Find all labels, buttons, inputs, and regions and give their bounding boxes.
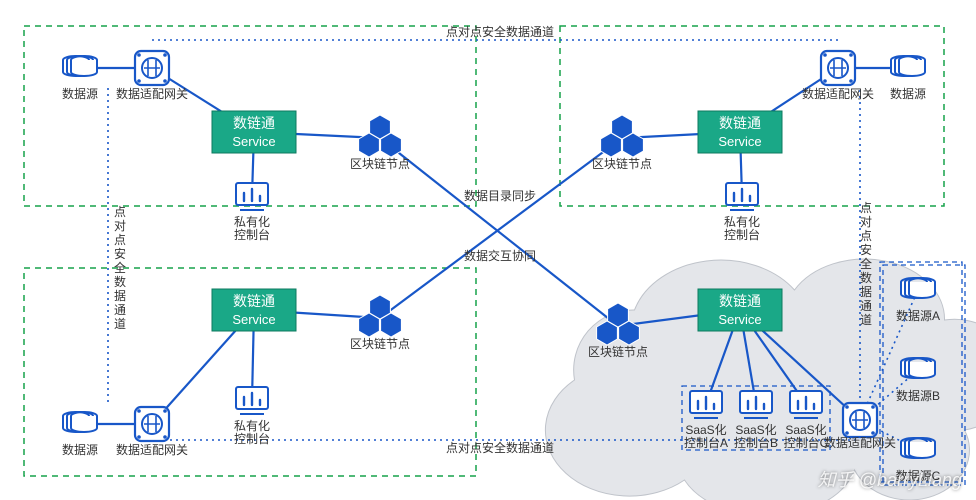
- node-label: 控制台: [724, 227, 760, 242]
- annotation: 道: [860, 313, 872, 327]
- node-label: 数据源: [890, 86, 926, 101]
- node-label: 控制台: [234, 431, 270, 446]
- svg-text:Service: Service: [232, 312, 275, 327]
- node-gw2: 数据适配网关: [802, 51, 874, 101]
- annotation: 数据目录同步: [464, 188, 536, 203]
- node-label: 控制台A: [684, 435, 728, 450]
- annotation: 对: [114, 219, 126, 233]
- annotation: 数: [114, 274, 126, 289]
- svg-text:数链通: 数链通: [719, 115, 761, 131]
- annotation: 点: [860, 201, 872, 215]
- node-label: 数据源B: [896, 388, 940, 403]
- svg-text:数链通: 数链通: [233, 115, 275, 131]
- annotation: 通: [114, 303, 126, 317]
- node-bc2: 区块链节点: [592, 115, 652, 171]
- node-svc3: 数链通 Service: [212, 289, 296, 331]
- annotation: 点: [860, 229, 872, 243]
- annotation: 点对点安全数据通道: [446, 440, 554, 455]
- node-gw1: 数据适配网关: [116, 51, 188, 101]
- node-label: 数据适配网关: [116, 442, 188, 457]
- node-label: 数据适配网关: [116, 86, 188, 101]
- annotation: 对: [860, 215, 872, 229]
- annotation: 安: [114, 246, 126, 261]
- node-gw3: 数据适配网关: [116, 407, 188, 457]
- node-label: 数据适配网关: [802, 86, 874, 101]
- annotation: 据: [860, 285, 872, 299]
- annotation: 全: [860, 256, 872, 271]
- node-label: 数据源: [62, 86, 98, 101]
- node-db2: 数据源: [890, 56, 926, 101]
- node-label: 控制台: [234, 227, 270, 242]
- svg-text:Service: Service: [718, 312, 761, 327]
- node-label: 私有化: [234, 419, 270, 433]
- node-label: 数据源A: [896, 308, 940, 323]
- annotation: 点对点安全数据通道: [446, 24, 554, 39]
- annotation: 点: [114, 205, 126, 219]
- node-label: SaaS化: [735, 423, 776, 437]
- nodes: 数据源数据适配网关数链通Service区块链节点私有化控制台区块链节点数链通Se…: [62, 51, 941, 483]
- node-svc2: 数链通 Service: [698, 111, 782, 153]
- node-svc4: 数链通 Service: [698, 289, 782, 331]
- svg-text:数链通: 数链通: [233, 293, 275, 309]
- node-label: SaaS化: [785, 423, 826, 437]
- annotation: 通: [860, 299, 872, 313]
- annotation: 道: [114, 317, 126, 331]
- annotation: 数: [860, 270, 872, 285]
- node-label: 数据源: [62, 442, 98, 457]
- architecture-diagram: 数据源数据适配网关数链通Service区块链节点私有化控制台区块链节点数链通Se…: [0, 0, 976, 500]
- node-label: 区块链节点: [350, 336, 410, 351]
- node-label: 区块链节点: [592, 156, 652, 171]
- node-con3: 私有化控制台: [234, 387, 270, 446]
- annotation: 数据交互协同: [464, 248, 536, 263]
- svg-text:Service: Service: [718, 134, 761, 149]
- node-label: 数据适配网关: [824, 435, 896, 450]
- node-svc1: 数链通 Service: [212, 111, 296, 153]
- node-label: 区块链节点: [588, 344, 648, 359]
- edge-bc2-bc3: [380, 138, 622, 318]
- svg-text:数链通: 数链通: [719, 293, 761, 309]
- node-con1: 私有化控制台: [234, 183, 270, 242]
- svg-text:Service: Service: [232, 134, 275, 149]
- node-bc1: 区块链节点: [350, 115, 410, 171]
- node-label: 私有化: [724, 215, 760, 229]
- node-label: 区块链节点: [350, 156, 410, 171]
- node-label: 数据源C: [896, 468, 941, 483]
- node-label: SaaS化: [685, 423, 726, 437]
- node-db1: 数据源: [62, 56, 98, 101]
- node-db3: 数据源: [62, 412, 98, 457]
- node-con2: 私有化控制台: [724, 183, 760, 242]
- node-label: 控制台B: [734, 435, 778, 450]
- annotation: 安: [860, 242, 872, 257]
- annotation: 全: [114, 260, 126, 275]
- annotation: 据: [114, 289, 126, 303]
- node-label: 私有化: [234, 215, 270, 229]
- annotation: 点: [114, 233, 126, 247]
- node-label: 控制台C: [784, 435, 829, 450]
